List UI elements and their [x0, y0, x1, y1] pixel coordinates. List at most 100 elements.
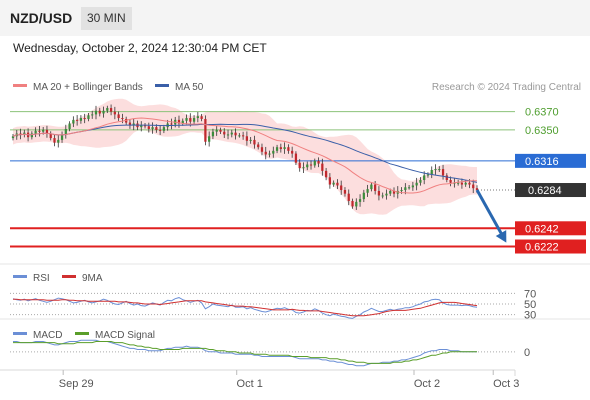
candle-body [196, 116, 199, 119]
candle-body [211, 131, 215, 137]
candle-body [155, 127, 158, 130]
candle-body [449, 180, 452, 183]
candle-body [423, 175, 426, 180]
rsi-legend-swatch [13, 275, 27, 278]
candle-body [381, 195, 384, 197]
support-label: 0.6242 [525, 223, 559, 235]
support-tag [515, 239, 586, 254]
candle-body [298, 162, 301, 169]
candle-body [294, 153, 298, 163]
candle-body [460, 182, 464, 185]
bollinger-band [13, 98, 477, 215]
candle-body [411, 185, 414, 188]
price-panel: 0.6370 0.6350 0.6316 0.6284 0.6242 0.6222 [10, 98, 586, 254]
macd-signal-legend-swatch [75, 332, 89, 335]
resistance-label: 0.6370 [525, 107, 559, 119]
candle-body [19, 133, 22, 135]
candle-body [464, 182, 467, 185]
candle-body [332, 182, 335, 185]
ma50-legend-swatch [155, 84, 169, 87]
candle-body [49, 133, 52, 139]
candle-body [42, 129, 45, 132]
candle-body [268, 153, 271, 155]
candle-body [241, 135, 245, 137]
candle-body [336, 182, 339, 186]
candle-body [230, 132, 233, 135]
candle-body [351, 200, 354, 207]
candle-body [234, 132, 237, 136]
x-tick-label: Oct 1 [237, 378, 263, 390]
macd-tick-label: 0 [524, 347, 530, 359]
candle-body [279, 147, 282, 150]
candle-body [83, 118, 86, 120]
candle-body [132, 123, 135, 126]
candle-body [260, 147, 264, 152]
pivot-label: 0.6316 [525, 156, 559, 168]
candle-body [457, 182, 460, 184]
macd-legend-swatch [13, 332, 27, 335]
macd-signal-legend-label: MACD Signal [95, 330, 155, 341]
candle-body [257, 144, 260, 148]
macd-legend-label: MACD [33, 330, 62, 341]
candle-body [392, 190, 396, 194]
candle-body [226, 134, 230, 136]
candle-body [430, 169, 433, 175]
rsi-legend-label: RSI [33, 273, 50, 284]
candle-body [91, 114, 94, 116]
candle-body [72, 119, 75, 124]
candle-body [177, 119, 181, 124]
candle-body [407, 187, 411, 189]
candle-body [400, 190, 403, 192]
rsi-ma-line [13, 298, 478, 317]
candle-body [343, 190, 347, 194]
resistance-label: 0.6350 [525, 125, 559, 137]
candle-body [128, 122, 132, 126]
rsi-tick-label: 50 [524, 299, 536, 311]
candle-body [302, 167, 305, 169]
candle-body [208, 136, 211, 142]
candle-body [45, 129, 49, 134]
candle-body [170, 123, 173, 125]
support-label: 0.6222 [525, 242, 559, 254]
candle-body [185, 118, 188, 121]
candle-body [347, 193, 350, 201]
candle-body [38, 130, 41, 132]
candle-body [76, 119, 79, 121]
candle-body [109, 108, 113, 112]
ma20-legend-label: MA 20 + Bollinger Bands [33, 82, 143, 93]
candle-body [389, 190, 392, 194]
candle-body [79, 118, 83, 121]
candle-body [283, 147, 286, 150]
candle-body [445, 175, 448, 180]
candle-body [328, 177, 332, 185]
candle-body [249, 139, 252, 141]
candle-body [275, 147, 279, 151]
forecast-arrow-head [495, 230, 507, 243]
ma20-legend-swatch [13, 84, 27, 87]
timeframe-button[interactable]: 30 MIN [81, 7, 132, 30]
candle-body [324, 170, 328, 178]
candle-body [113, 111, 116, 115]
candle-body [158, 129, 162, 131]
macd-panel: 0 [10, 339, 530, 367]
candle-body [419, 180, 422, 183]
candle-body [441, 169, 445, 176]
candle-body [64, 128, 67, 135]
current-price-tag [515, 183, 586, 198]
support-tag [515, 221, 586, 236]
candle-body [189, 118, 192, 122]
macd-signal-line [13, 341, 477, 364]
candle-body [23, 132, 26, 135]
candle-body [192, 118, 196, 122]
symbol-title: NZD/USD [10, 10, 73, 26]
candle-body [215, 129, 218, 132]
candle-body [272, 150, 275, 154]
candle-body [98, 110, 101, 114]
rsi-ma-legend-swatch [62, 275, 76, 278]
candle-body [287, 147, 290, 151]
candle-body [309, 164, 313, 166]
candle-body [147, 126, 150, 129]
current-price-label: 0.6284 [528, 185, 562, 197]
x-tick-label: Oct 2 [414, 378, 440, 390]
